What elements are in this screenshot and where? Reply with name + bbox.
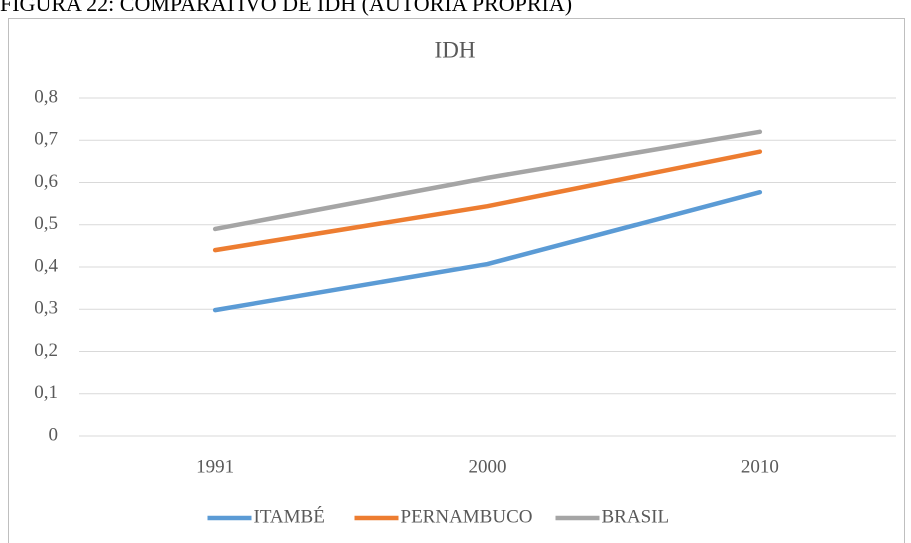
x-tick-label: 2000 — [469, 456, 507, 477]
line-series — [212, 129, 763, 232]
y-tick-label: 0,7 — [34, 129, 58, 150]
chart-title: IDH — [435, 37, 476, 62]
legend-label: PERNAMBUCO — [401, 506, 533, 527]
y-tick-label: 0,4 — [34, 255, 58, 276]
y-tick-label: 0,8 — [34, 86, 58, 107]
line-series — [212, 189, 763, 313]
y-tick-label: 0,3 — [34, 298, 58, 319]
y-tick-label: 0,2 — [34, 340, 58, 361]
y-tick-label: 0,6 — [34, 171, 58, 192]
x-tick-label: 1991 — [196, 456, 234, 477]
y-tick-label: 0,1 — [34, 382, 58, 403]
x-tick-label: 2010 — [741, 456, 779, 477]
legend-label: BRASIL — [602, 506, 670, 527]
legend-label: ITAMBÉ — [254, 505, 325, 527]
chart-frame — [8, 18, 905, 543]
figure-caption: FIGURA 22: COMPARATIVO DE IDH (AUTORIA P… — [0, 0, 572, 16]
y-tick-label: 0,5 — [34, 213, 58, 234]
y-tick-label: 0 — [49, 424, 59, 445]
line-series — [212, 149, 763, 253]
